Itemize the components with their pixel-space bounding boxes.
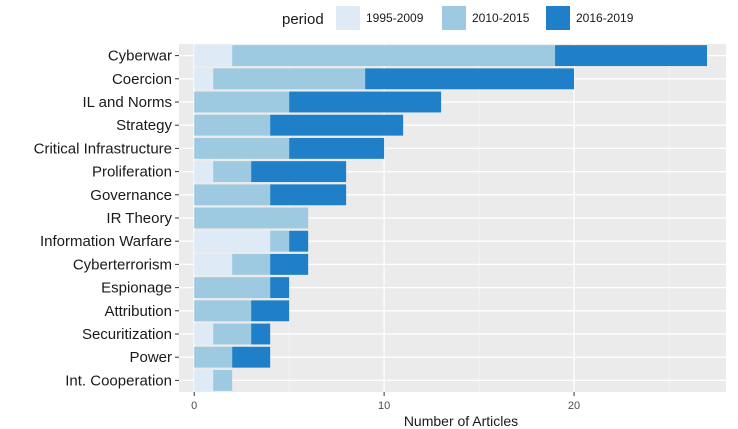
bar-segment bbox=[270, 184, 347, 206]
x-tick-label: 0 bbox=[191, 400, 197, 412]
legend-swatch bbox=[336, 6, 360, 30]
x-tick-label: 10 bbox=[378, 400, 390, 412]
bar-segment bbox=[270, 277, 290, 299]
bar-segment bbox=[194, 346, 233, 368]
bar-segment bbox=[194, 300, 252, 322]
y-tick-label: Coercion bbox=[112, 71, 172, 88]
bar-segment bbox=[194, 277, 271, 299]
legend-swatch bbox=[546, 6, 570, 30]
y-tick-label: Securitization bbox=[82, 326, 172, 343]
bar-segment bbox=[194, 68, 214, 90]
bar-segment bbox=[194, 230, 271, 252]
bar-segment bbox=[194, 207, 309, 229]
y-tick-label: Critical Infrastructure bbox=[34, 140, 172, 157]
y-tick-label: Int. Cooperation bbox=[65, 372, 172, 389]
y-tick-label: Espionage bbox=[101, 280, 172, 297]
bar-segment bbox=[289, 230, 309, 252]
legend-label: 2010-2015 bbox=[472, 11, 530, 25]
bar-segment bbox=[251, 300, 290, 322]
bar-segment bbox=[194, 91, 290, 113]
x-tick-label: 20 bbox=[568, 400, 580, 412]
bar-segment bbox=[232, 346, 271, 368]
bar-segment bbox=[194, 323, 214, 345]
bar-segment bbox=[194, 369, 214, 391]
bar-segment bbox=[251, 161, 347, 183]
bar-segment bbox=[194, 137, 290, 159]
y-tick-label: Governance bbox=[90, 187, 172, 204]
bar-segment bbox=[365, 68, 575, 90]
y-tick-label: Cyberterrorism bbox=[73, 256, 172, 273]
y-tick-label: Attribution bbox=[104, 303, 172, 320]
bar-segment bbox=[270, 230, 290, 252]
bar-segment bbox=[251, 323, 271, 345]
bar-segment bbox=[555, 45, 708, 67]
y-tick-label: Information Warfare bbox=[40, 233, 172, 250]
bar-segment bbox=[232, 253, 271, 275]
y-tick-label: Strategy bbox=[116, 117, 172, 134]
bar-segment bbox=[194, 184, 271, 206]
bar-segment bbox=[213, 323, 252, 345]
y-tick-label: Power bbox=[129, 349, 172, 366]
y-tick-label: Cyberwar bbox=[108, 48, 172, 65]
bar-segment bbox=[289, 137, 385, 159]
bar-segment bbox=[194, 114, 271, 136]
bar-segment bbox=[194, 161, 214, 183]
bar-segment bbox=[213, 161, 252, 183]
y-tick-label: Proliferation bbox=[92, 164, 172, 181]
y-tick-label: IL and Norms bbox=[83, 94, 172, 111]
y-tick-label: IR Theory bbox=[106, 210, 172, 227]
legend-title: period bbox=[282, 11, 324, 28]
bar-segment bbox=[232, 45, 556, 67]
bar-segment bbox=[194, 253, 233, 275]
bar-segment bbox=[270, 253, 309, 275]
x-axis-label: Number of Articles bbox=[404, 413, 518, 429]
legend: period 1995-2009 2010-2015 2016-2019 bbox=[282, 6, 634, 30]
legend-swatch bbox=[442, 6, 466, 30]
bar-segment bbox=[213, 68, 366, 90]
legend-label: 1995-2009 bbox=[366, 11, 424, 25]
legend-label: 2016-2019 bbox=[576, 11, 634, 25]
bar-segment bbox=[194, 45, 233, 67]
bar-segment bbox=[270, 114, 404, 136]
bar-segment bbox=[289, 91, 442, 113]
bar-segment bbox=[213, 369, 233, 391]
